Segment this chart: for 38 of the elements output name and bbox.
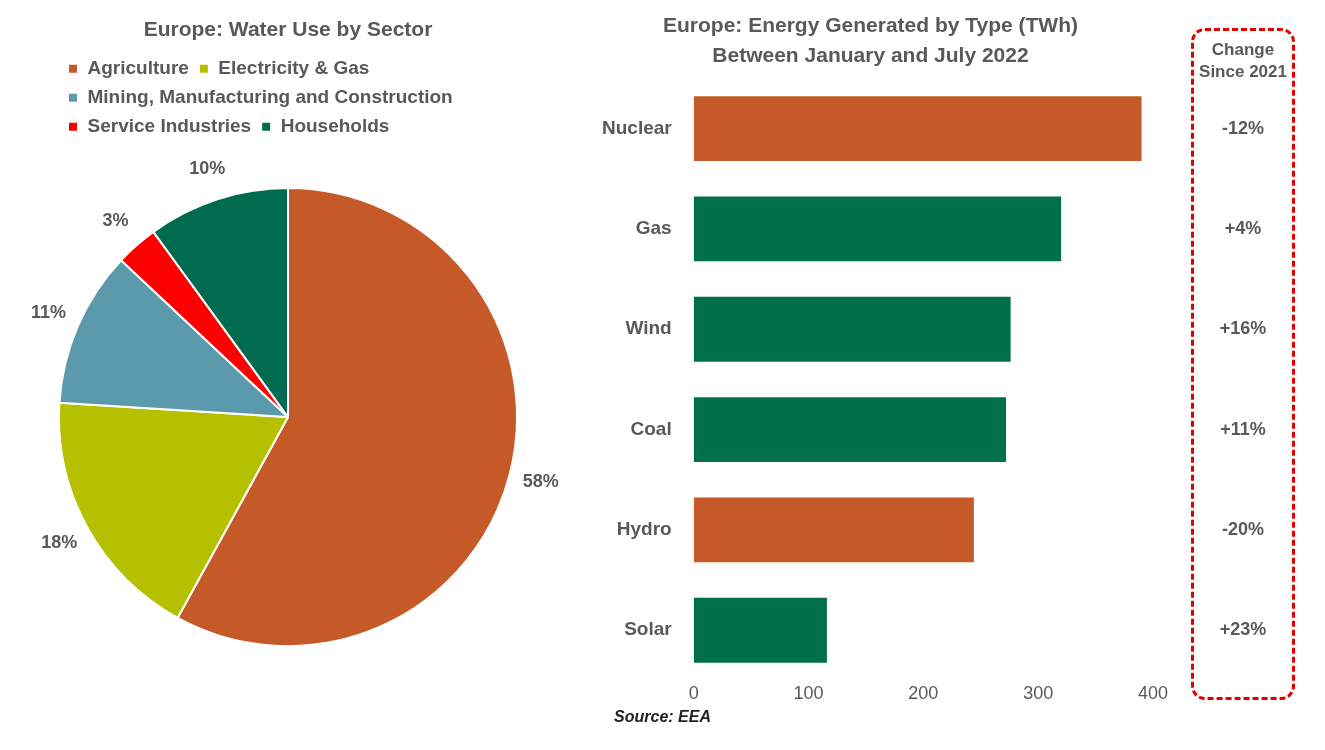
x-tick-label: 400 — [1137, 683, 1169, 704]
bar — [693, 497, 974, 563]
x-tick-label: 100 — [793, 683, 824, 704]
legend-label: Households — [280, 114, 390, 136]
bar — [693, 96, 1142, 161]
y-tick-label: Hydro — [616, 518, 672, 540]
bar — [693, 196, 1062, 262]
legend-label: Mining, Manufacturing and Construction — [87, 85, 453, 107]
source-note: Source: EEA — [613, 708, 712, 726]
text: +16% — [1219, 318, 1267, 339]
chart-subtitle: Between January and July 2022 — [712, 42, 1029, 66]
text: +4% — [1224, 217, 1262, 238]
bar — [693, 597, 827, 663]
bar — [693, 296, 1011, 362]
text: +23% — [1219, 619, 1267, 640]
x-tick-label: 300 — [1023, 683, 1054, 704]
y-tick-label: Wind — [625, 317, 672, 339]
data-label: 3% — [102, 210, 129, 231]
data-label: 58% — [522, 470, 559, 491]
legend-label: Service Industries — [87, 114, 252, 136]
bar — [693, 397, 1007, 462]
text: Change Since 2021 — [1199, 40, 1287, 82]
legend-label: Electricity & Gas — [218, 56, 370, 78]
y-tick-label: Solar — [624, 618, 673, 640]
chart-title: Europe: Energy Generated by Type (TWh) — [663, 13, 1078, 37]
y-tick-label: Coal — [630, 417, 672, 439]
text: +11% — [1220, 418, 1266, 439]
text: -20% — [1221, 518, 1265, 539]
y-tick-label: Nuclear — [602, 116, 673, 138]
data-label: 11% — [30, 302, 66, 323]
x-tick-label: 200 — [908, 683, 939, 704]
y-tick-label: Gas — [635, 217, 672, 239]
data-label: 18% — [41, 531, 78, 552]
chart-title: Europe: Water Use by Sector — [143, 17, 433, 41]
x-tick-label: 0 — [688, 683, 699, 704]
data-label: 10% — [189, 157, 226, 178]
legend-label: Agriculture — [87, 56, 189, 78]
text: -12% — [1221, 117, 1265, 138]
